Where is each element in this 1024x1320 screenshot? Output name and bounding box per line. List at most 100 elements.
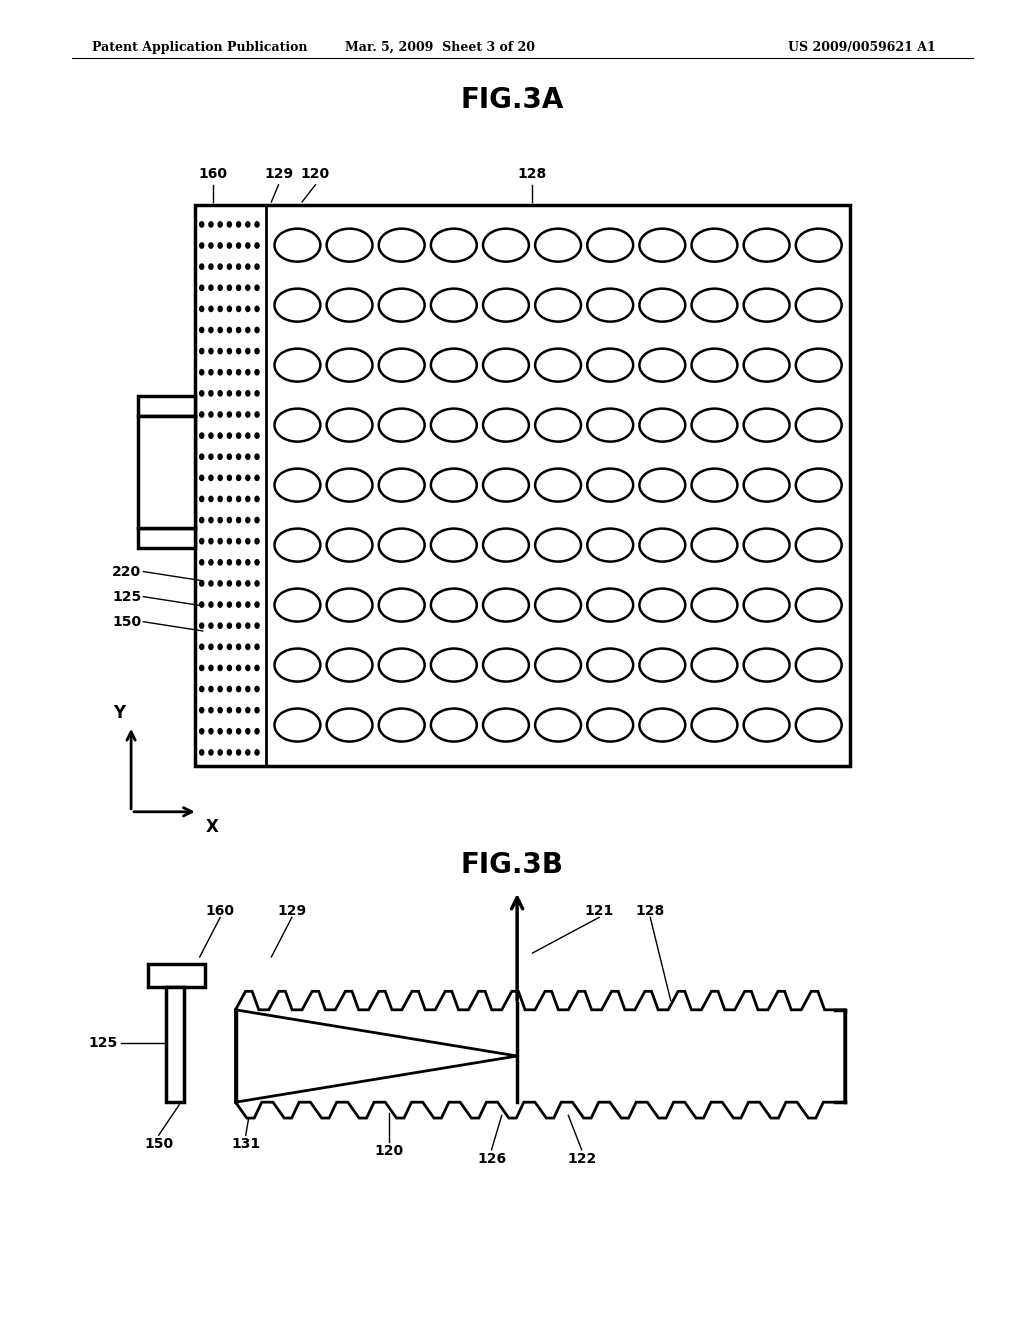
Circle shape bbox=[209, 222, 213, 227]
Circle shape bbox=[200, 433, 204, 438]
Circle shape bbox=[246, 348, 250, 354]
Circle shape bbox=[209, 686, 213, 692]
Circle shape bbox=[246, 623, 250, 628]
Text: 160: 160 bbox=[199, 168, 227, 181]
Circle shape bbox=[246, 581, 250, 586]
Circle shape bbox=[200, 370, 204, 375]
Text: 121: 121 bbox=[585, 904, 613, 917]
Circle shape bbox=[237, 412, 241, 417]
Circle shape bbox=[246, 729, 250, 734]
Circle shape bbox=[246, 475, 250, 480]
Text: 129: 129 bbox=[264, 168, 293, 181]
Circle shape bbox=[227, 243, 231, 248]
Circle shape bbox=[218, 560, 222, 565]
Circle shape bbox=[246, 496, 250, 502]
Circle shape bbox=[246, 708, 250, 713]
Circle shape bbox=[246, 644, 250, 649]
Circle shape bbox=[255, 264, 259, 269]
Polygon shape bbox=[138, 396, 195, 416]
Circle shape bbox=[227, 454, 231, 459]
Circle shape bbox=[218, 370, 222, 375]
Text: 220: 220 bbox=[113, 565, 141, 578]
Circle shape bbox=[237, 370, 241, 375]
Circle shape bbox=[255, 243, 259, 248]
Circle shape bbox=[246, 327, 250, 333]
Circle shape bbox=[227, 370, 231, 375]
Circle shape bbox=[237, 729, 241, 734]
Circle shape bbox=[227, 644, 231, 649]
Circle shape bbox=[255, 665, 259, 671]
Circle shape bbox=[218, 433, 222, 438]
Text: 125: 125 bbox=[88, 1036, 118, 1049]
Circle shape bbox=[200, 708, 204, 713]
Circle shape bbox=[246, 285, 250, 290]
Circle shape bbox=[227, 496, 231, 502]
Circle shape bbox=[246, 370, 250, 375]
Circle shape bbox=[227, 285, 231, 290]
Circle shape bbox=[200, 729, 204, 734]
Text: X: X bbox=[206, 818, 219, 837]
Circle shape bbox=[227, 560, 231, 565]
Text: Patent Application Publication: Patent Application Publication bbox=[92, 41, 307, 54]
Circle shape bbox=[227, 686, 231, 692]
Circle shape bbox=[209, 475, 213, 480]
Circle shape bbox=[209, 454, 213, 459]
Circle shape bbox=[255, 539, 259, 544]
Circle shape bbox=[227, 348, 231, 354]
Circle shape bbox=[227, 306, 231, 312]
Circle shape bbox=[200, 222, 204, 227]
Circle shape bbox=[237, 644, 241, 649]
Circle shape bbox=[209, 412, 213, 417]
Circle shape bbox=[227, 708, 231, 713]
Circle shape bbox=[237, 433, 241, 438]
Circle shape bbox=[209, 496, 213, 502]
Circle shape bbox=[237, 560, 241, 565]
Circle shape bbox=[218, 602, 222, 607]
Circle shape bbox=[218, 391, 222, 396]
Text: 160: 160 bbox=[206, 904, 234, 917]
Circle shape bbox=[200, 750, 204, 755]
Circle shape bbox=[246, 306, 250, 312]
Circle shape bbox=[218, 539, 222, 544]
Circle shape bbox=[246, 412, 250, 417]
Circle shape bbox=[200, 623, 204, 628]
Circle shape bbox=[237, 602, 241, 607]
Polygon shape bbox=[195, 205, 850, 766]
Circle shape bbox=[237, 264, 241, 269]
Circle shape bbox=[255, 475, 259, 480]
Circle shape bbox=[218, 222, 222, 227]
Polygon shape bbox=[166, 987, 184, 1102]
Circle shape bbox=[255, 496, 259, 502]
Circle shape bbox=[209, 644, 213, 649]
Circle shape bbox=[237, 581, 241, 586]
Circle shape bbox=[200, 391, 204, 396]
Circle shape bbox=[237, 708, 241, 713]
Text: FIG.3B: FIG.3B bbox=[461, 851, 563, 879]
Circle shape bbox=[209, 750, 213, 755]
Circle shape bbox=[255, 686, 259, 692]
Circle shape bbox=[237, 686, 241, 692]
Circle shape bbox=[209, 433, 213, 438]
Circle shape bbox=[200, 539, 204, 544]
Circle shape bbox=[237, 475, 241, 480]
Circle shape bbox=[227, 581, 231, 586]
Circle shape bbox=[218, 708, 222, 713]
Circle shape bbox=[227, 222, 231, 227]
Circle shape bbox=[209, 665, 213, 671]
Circle shape bbox=[237, 222, 241, 227]
Text: 125: 125 bbox=[112, 590, 141, 603]
Circle shape bbox=[209, 306, 213, 312]
Circle shape bbox=[200, 665, 204, 671]
Text: 129: 129 bbox=[278, 904, 306, 917]
Circle shape bbox=[237, 623, 241, 628]
Circle shape bbox=[218, 285, 222, 290]
Circle shape bbox=[209, 560, 213, 565]
Circle shape bbox=[227, 327, 231, 333]
Circle shape bbox=[255, 517, 259, 523]
Circle shape bbox=[209, 729, 213, 734]
Circle shape bbox=[209, 243, 213, 248]
Circle shape bbox=[227, 264, 231, 269]
Circle shape bbox=[227, 602, 231, 607]
Circle shape bbox=[246, 686, 250, 692]
Circle shape bbox=[246, 539, 250, 544]
